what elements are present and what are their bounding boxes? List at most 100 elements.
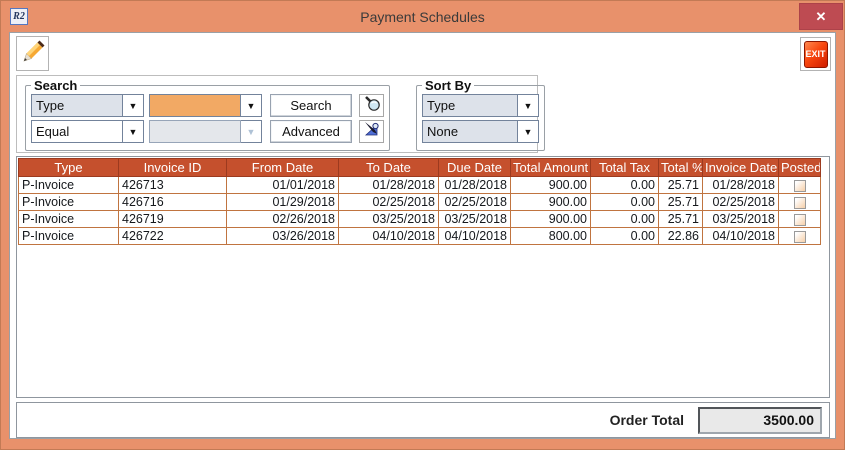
- cell-type: P-Invoice: [18, 176, 119, 194]
- posted-checkbox[interactable]: [793, 196, 806, 209]
- search-legend: Search: [34, 78, 78, 93]
- toolbar: EXIT: [10, 33, 835, 75]
- cell-posted: [778, 227, 821, 245]
- edit-button[interactable]: [16, 36, 49, 71]
- cell-posted: [778, 210, 821, 228]
- table-header-row: Type Invoice ID From Date To Date Due Da…: [18, 158, 821, 177]
- search-value-input[interactable]: [149, 94, 241, 117]
- cell-from-date: 01/29/2018: [226, 193, 339, 211]
- chevron-down-icon[interactable]: ▼: [123, 120, 144, 143]
- chevron-down-icon[interactable]: ▼: [518, 120, 539, 143]
- window-title: Payment Schedules: [360, 8, 485, 25]
- advanced-find-icon: [363, 120, 381, 143]
- exit-button[interactable]: EXIT: [800, 37, 831, 71]
- search-value-combobox[interactable]: ▼: [149, 94, 262, 117]
- cell-total-tax: 0.00: [590, 176, 659, 194]
- app-icon: R2: [10, 8, 28, 25]
- column-header-posted[interactable]: Posted: [778, 158, 821, 177]
- exit-icon: EXIT: [803, 40, 828, 68]
- column-header-invoice-id[interactable]: Invoice ID: [118, 158, 227, 177]
- advanced-search-button[interactable]: [359, 120, 384, 143]
- cell-to-date: 03/25/2018: [338, 210, 439, 228]
- posted-checkbox[interactable]: [793, 213, 806, 226]
- pencil-icon: [20, 37, 46, 70]
- cell-total-tax: 0.00: [590, 227, 659, 245]
- order-total-label: Order Total: [609, 412, 684, 428]
- search-button[interactable]: Search: [270, 94, 352, 117]
- sort-secondary-combobox[interactable]: None ▼: [422, 120, 539, 143]
- filter-panel: Search Type ▼ ▼ Search: [16, 75, 545, 153]
- cell-total-tax: 0.00: [590, 210, 659, 228]
- column-header-invoice-date[interactable]: Invoice Date: [702, 158, 779, 177]
- footer-panel: Order Total 3500.00: [16, 402, 830, 438]
- cell-total-pct: 25.71: [658, 176, 703, 194]
- search-operator-value: Equal: [31, 120, 123, 143]
- cell-total-pct: 25.71: [658, 210, 703, 228]
- search-field-value: Type: [31, 94, 123, 117]
- cell-total-pct: 22.86: [658, 227, 703, 245]
- cell-to-date: 01/28/2018: [338, 176, 439, 194]
- cell-due-date: 04/10/2018: [438, 227, 511, 245]
- sort-primary-combobox[interactable]: Type ▼: [422, 94, 539, 117]
- quick-search-button[interactable]: [359, 94, 384, 117]
- close-button[interactable]: ✕: [799, 3, 843, 30]
- column-header-due-date[interactable]: Due Date: [438, 158, 511, 177]
- column-header-type[interactable]: Type: [18, 158, 119, 177]
- cell-total-amount: 900.00: [510, 210, 591, 228]
- window-content: EXIT Search Type ▼ ▼ Search: [9, 32, 836, 439]
- search-operator-combobox[interactable]: Equal ▼: [31, 120, 144, 143]
- order-total-value: 3500.00: [698, 406, 822, 434]
- advanced-button[interactable]: Advanced: [270, 120, 352, 143]
- search-value2-input: [149, 120, 241, 143]
- cell-type: P-Invoice: [18, 210, 119, 228]
- cell-due-date: 01/28/2018: [438, 176, 511, 194]
- cell-total-amount: 800.00: [510, 227, 591, 245]
- cell-total-tax: 0.00: [590, 193, 659, 211]
- sort-primary-value: Type: [422, 94, 518, 117]
- magnifier-icon: [363, 94, 381, 117]
- table-row[interactable]: P-Invoice 426722 03/26/2018 04/10/2018 0…: [18, 227, 821, 245]
- cell-to-date: 02/25/2018: [338, 193, 439, 211]
- column-header-total-amount[interactable]: Total Amount: [510, 158, 591, 177]
- cell-posted: [778, 176, 821, 194]
- search-value2-combobox: ▼: [149, 120, 262, 143]
- cell-invoice-date: 02/25/2018: [702, 193, 779, 211]
- table-row[interactable]: P-Invoice 426716 01/29/2018 02/25/2018 0…: [18, 193, 821, 211]
- column-header-total-tax[interactable]: Total Tax: [590, 158, 659, 177]
- cell-from-date: 01/01/2018: [226, 176, 339, 194]
- cell-invoice-date: 04/10/2018: [702, 227, 779, 245]
- search-field-combobox[interactable]: Type ▼: [31, 94, 144, 117]
- chevron-down-icon[interactable]: ▼: [241, 94, 262, 117]
- chevron-down-icon[interactable]: ▼: [518, 94, 539, 117]
- posted-checkbox[interactable]: [793, 230, 806, 243]
- column-header-to-date[interactable]: To Date: [338, 158, 439, 177]
- search-group: Search Type ▼ ▼ Search: [25, 78, 390, 151]
- cell-due-date: 03/25/2018: [438, 210, 511, 228]
- posted-checkbox[interactable]: [793, 179, 806, 192]
- sort-by-group: Sort By Type ▼ None ▼: [416, 78, 545, 151]
- cell-type: P-Invoice: [18, 227, 119, 245]
- cell-type: P-Invoice: [18, 193, 119, 211]
- sort-secondary-value: None: [422, 120, 518, 143]
- column-header-from-date[interactable]: From Date: [226, 158, 339, 177]
- cell-invoice-id: 426716: [118, 193, 227, 211]
- titlebar: R2 Payment Schedules ✕: [1, 1, 844, 32]
- cell-total-amount: 900.00: [510, 193, 591, 211]
- cell-invoice-id: 426719: [118, 210, 227, 228]
- cell-from-date: 02/26/2018: [226, 210, 339, 228]
- cell-invoice-date: 01/28/2018: [702, 176, 779, 194]
- cell-invoice-id: 426722: [118, 227, 227, 245]
- chevron-down-icon[interactable]: ▼: [123, 94, 144, 117]
- table-row[interactable]: P-Invoice 426713 01/01/2018 01/28/2018 0…: [18, 176, 821, 194]
- cell-to-date: 04/10/2018: [338, 227, 439, 245]
- table-row[interactable]: P-Invoice 426719 02/26/2018 03/25/2018 0…: [18, 210, 821, 228]
- cell-total-pct: 25.71: [658, 193, 703, 211]
- cell-posted: [778, 193, 821, 211]
- cell-due-date: 02/25/2018: [438, 193, 511, 211]
- payment-schedules-table: Type Invoice ID From Date To Date Due Da…: [18, 158, 821, 245]
- cell-invoice-date: 03/25/2018: [702, 210, 779, 228]
- sort-by-legend: Sort By: [425, 78, 472, 93]
- column-header-total-pct[interactable]: Total %: [658, 158, 703, 177]
- cell-invoice-id: 426713: [118, 176, 227, 194]
